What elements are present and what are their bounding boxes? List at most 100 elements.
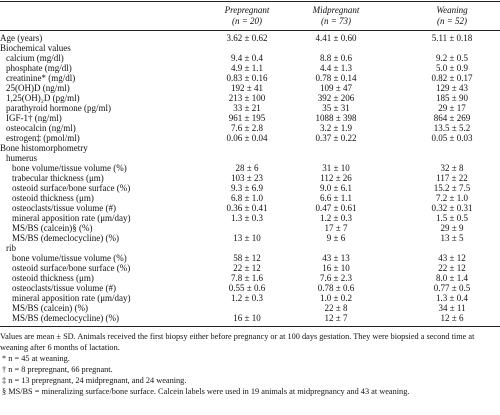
cell: 32 ± 8 [440, 163, 464, 173]
row-label: phosphate (mg/dl) [6, 63, 72, 73]
cell: 0.05 ± 0.03 [431, 133, 473, 143]
cell: 1.3 ± 0.3 [231, 213, 263, 223]
header-rule [0, 30, 500, 31]
column-name: Weaning [436, 5, 468, 15]
cell: 7.8 ± 1.6 [231, 273, 263, 283]
bottom-rule [0, 326, 500, 327]
row-label: MS/BS (calcein)§ (%) [12, 223, 93, 233]
column-name: Midpregnant [312, 5, 360, 15]
row-label: calcium (mg/dl) [6, 53, 64, 63]
cell: 109 ± 47 [320, 83, 352, 93]
column-n: (n = 52) [436, 16, 468, 26]
cell: 22 ± 12 [438, 263, 466, 273]
cell: 1.2 ± 0.3 [320, 213, 352, 223]
cell: 112 ± 26 [320, 173, 352, 183]
cell: 43 ± 13 [322, 253, 350, 263]
cell: 12 ± 7 [324, 313, 348, 323]
cell: 1.3 ± 0.4 [436, 293, 468, 303]
row-label: osteoclasts/tissue volume (#) [12, 283, 116, 293]
cell: 9.0 ± 6.1 [320, 183, 352, 193]
cell: 8.0 ± 1.4 [436, 273, 468, 283]
cell: 3.2 ± 1.9 [320, 123, 352, 133]
cell: 3.62 ± 0.62 [226, 33, 268, 43]
cell: 13 ± 10 [233, 233, 261, 243]
cell: 213 ± 100 [228, 93, 266, 103]
row-label: osteocalcin (ng/ml) [6, 123, 76, 133]
row-label: osteoid thickness (μm) [12, 193, 94, 203]
cell: 7.6 ± 2.8 [231, 123, 263, 133]
cell: 6.6 ± 1.1 [320, 193, 352, 203]
cell: 9 ± 6 [326, 233, 346, 243]
cell: 0.36 ± 0.41 [226, 203, 268, 213]
cell: 864 ± 269 [433, 113, 471, 123]
cell: 29 ± 17 [438, 103, 466, 113]
cell: 1.5 ± 0.5 [436, 213, 468, 223]
row-label: osteoid surface/bone surface (%) [12, 183, 131, 193]
cell: 33 ± 21 [233, 103, 261, 113]
cell: 22 ± 8 [324, 303, 348, 313]
cell: 58 ± 12 [233, 253, 261, 263]
note: † n = 8 prepregnant, 66 pregnant. [2, 365, 113, 374]
cell: 31 ± 10 [322, 163, 350, 173]
cell: 4.41 ± 0.60 [315, 33, 357, 43]
cell: 1.0 ± 0.2 [320, 293, 352, 303]
cell: 5.11 ± 0.18 [431, 33, 473, 43]
cell: 4.9 ± 1.1 [231, 63, 263, 73]
row-label: mineral apposition rate (μm/day) [12, 213, 131, 223]
cell: 13.5 ± 5.2 [433, 123, 471, 133]
cell: 16 ± 10 [322, 263, 350, 273]
note: ‡ n = 13 prepregnant, 24 midpregnant, an… [2, 376, 187, 385]
cell: 0.82 ± 0.17 [431, 73, 473, 83]
cell: 185 ± 90 [436, 93, 468, 103]
cell: 34 ± 11 [438, 303, 466, 313]
notes: Values are mean ± SD. Animals received t… [0, 331, 498, 397]
section-label: rib [6, 243, 16, 253]
cell: 43 ± 12 [438, 253, 466, 263]
cell: 13 ± 5 [440, 233, 464, 243]
cell: 1088 ± 398 [315, 113, 357, 123]
section-label: Biochemical values [0, 43, 71, 53]
cell: 12 ± 6 [440, 313, 464, 323]
row-label: parathyroid hormone (pg/ml) [6, 103, 111, 113]
row-label: mineral apposition rate (μm/day) [12, 293, 131, 303]
cell: 17 ± 7 [324, 223, 348, 233]
column-name: Prepregnant [224, 5, 270, 15]
row-label: osteoid thickness (μm) [12, 273, 94, 283]
cell: 103 ± 23 [231, 173, 263, 183]
cell: 7.6 ± 2.3 [320, 273, 352, 283]
row-label: osteoclasts/tissue volume (#) [12, 203, 116, 213]
row-label: 1,25(OH)₂D (pg/ml) [6, 93, 80, 103]
cell: 961 ± 195 [228, 113, 266, 123]
cell: 9.4 ± 0.4 [231, 53, 263, 63]
section-label: humerus [6, 153, 37, 163]
cell: 22 ± 12 [233, 263, 261, 273]
row-label: MS/BS (calcein) (%) [12, 303, 88, 313]
cell: 0.32 ± 0.31 [431, 203, 473, 213]
note: * n = 45 at weaning. [2, 354, 70, 363]
cell: 129 ± 43 [436, 83, 468, 93]
note: § MS/BS = mineralizing surface/bone surf… [2, 387, 410, 396]
cell: 7.2 ± 1.0 [436, 193, 468, 203]
row-label: creatinine* (mg/dl) [6, 73, 76, 83]
row-label: MS/BS (demeclocycline) (%) [12, 313, 119, 323]
cell: 0.06 ± 0.04 [226, 133, 268, 143]
cell: 4.4 ± 1.3 [320, 63, 352, 73]
row-label: Age (years) [0, 33, 43, 43]
row-label: MS/BS (demeclocycline) (%) [12, 233, 119, 243]
cell: 0.78 ± 0.6 [317, 283, 355, 293]
top-rule [0, 1, 500, 2]
cell: 16 ± 10 [233, 313, 261, 323]
column-n: (n = 20) [231, 16, 263, 26]
cell: 392 ± 206 [317, 93, 355, 103]
cell: 0.55 ± 0.6 [228, 283, 266, 293]
row-label: bone volume/tissue volume (%) [12, 163, 127, 173]
cell: 29 ± 9 [440, 223, 464, 233]
cell: 5.0 ± 0.9 [436, 63, 468, 73]
row-label: trabecular thickness (μm) [12, 173, 104, 183]
cell: 192 ± 41 [231, 83, 263, 93]
row-label: bone volume/tissue volume (%) [12, 253, 127, 263]
cell: 0.78 ± 0.14 [315, 73, 357, 83]
cell: 8.8 ± 0.6 [320, 53, 352, 63]
cell: 28 ± 6 [235, 163, 259, 173]
